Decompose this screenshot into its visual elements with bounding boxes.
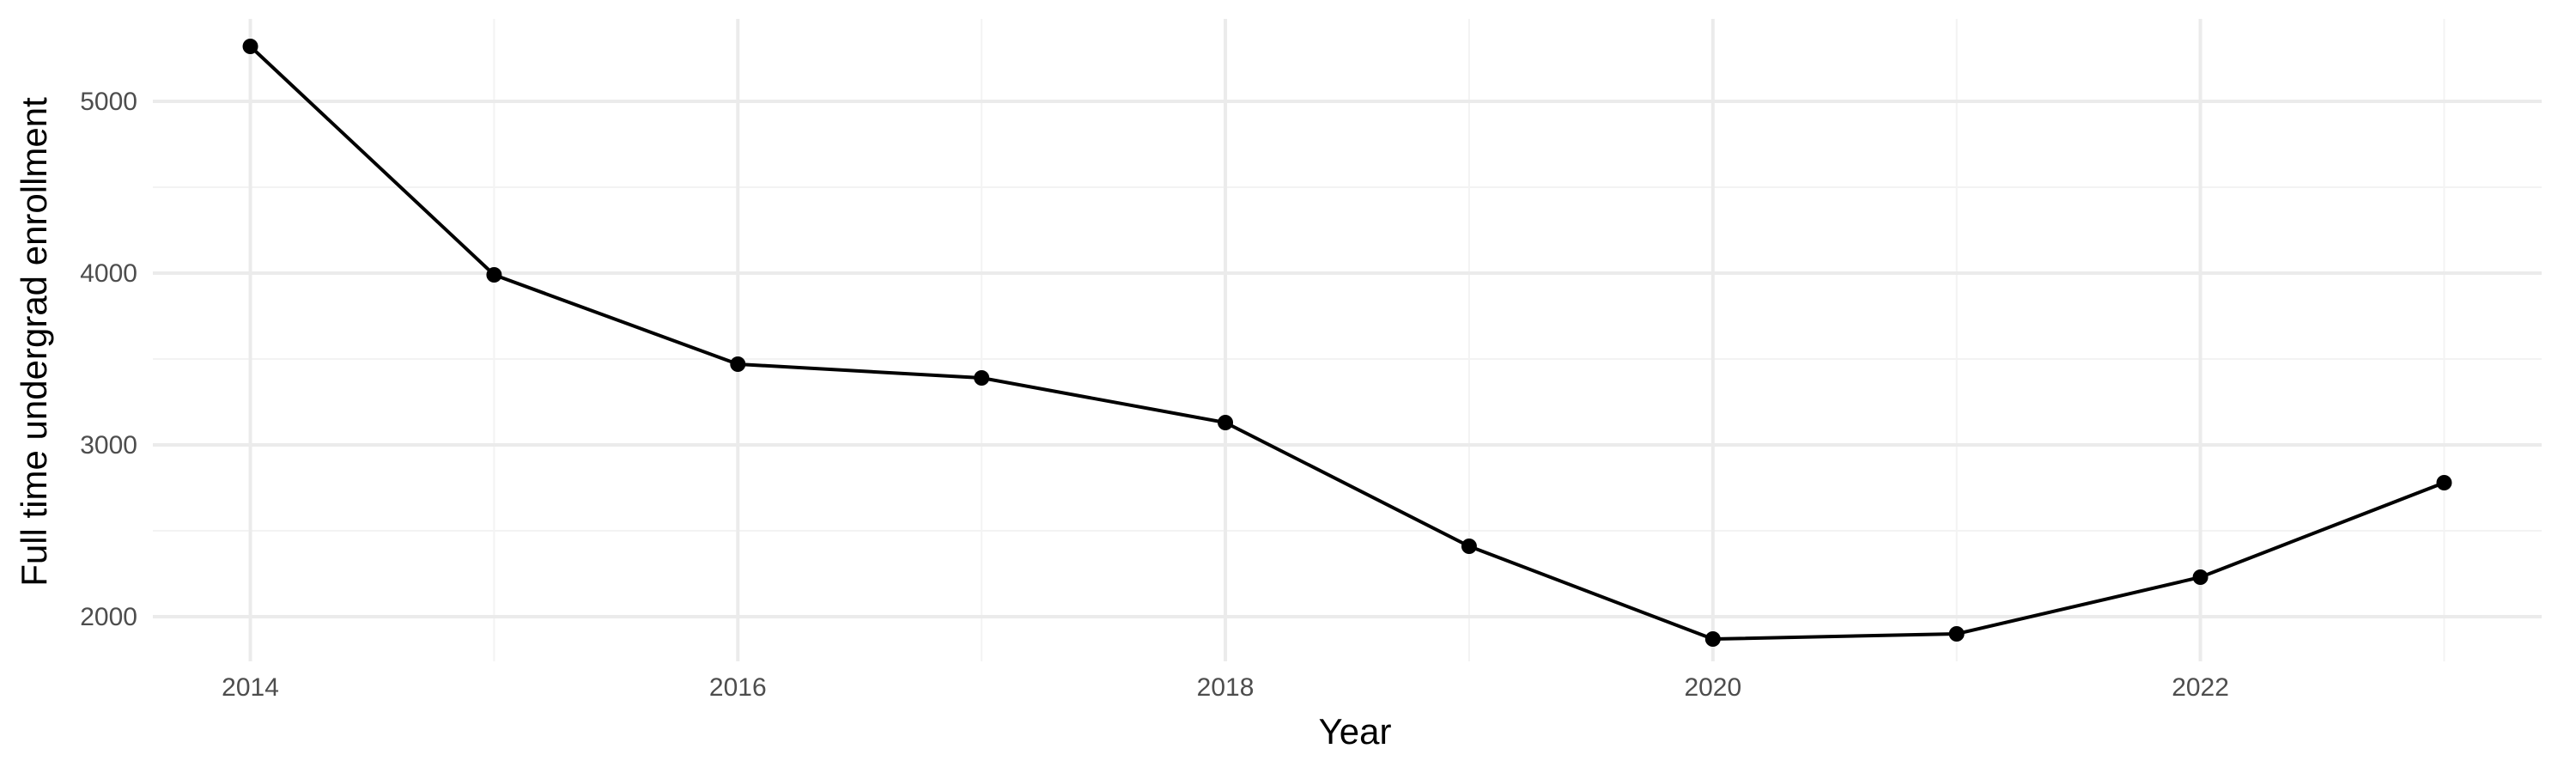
data-point <box>974 370 990 386</box>
data-point <box>2436 475 2452 490</box>
y-tick-label: 2000 <box>80 603 137 631</box>
major-y-gridlines <box>153 100 2542 618</box>
y-tick-label: 4000 <box>80 259 137 288</box>
data-point <box>1218 415 1234 430</box>
series-line <box>248 45 2446 641</box>
x-axis-title: Year <box>1319 711 1392 752</box>
x-tick-label: 2018 <box>1197 673 1255 702</box>
x-tick-label: 2020 <box>1684 673 1741 702</box>
minor-y-gridlines <box>153 186 2542 532</box>
series-layer <box>248 45 2446 641</box>
data-points <box>242 39 2452 647</box>
y-tick-label: 5000 <box>80 88 137 116</box>
data-point <box>242 39 258 54</box>
major-x-gridlines <box>248 19 2202 661</box>
data-point <box>1948 626 1965 642</box>
x-tick-label: 2014 <box>222 673 279 702</box>
data-point <box>486 267 502 283</box>
data-point <box>1704 631 1721 647</box>
minor-x-gridlines <box>493 19 2445 661</box>
data-point <box>2192 569 2208 585</box>
data-point <box>1461 539 1477 554</box>
data-point <box>730 356 746 372</box>
y-axis-title: Full time undergrad enrollment <box>14 97 54 587</box>
y-tick-labels: 2000 3000 4000 5000 <box>80 88 137 631</box>
y-tick-label: 3000 <box>80 431 137 460</box>
x-tick-label: 2022 <box>2172 673 2229 702</box>
x-tick-label: 2016 <box>709 673 767 702</box>
x-tick-labels: 2014 2016 2018 2020 2022 <box>222 673 2229 702</box>
